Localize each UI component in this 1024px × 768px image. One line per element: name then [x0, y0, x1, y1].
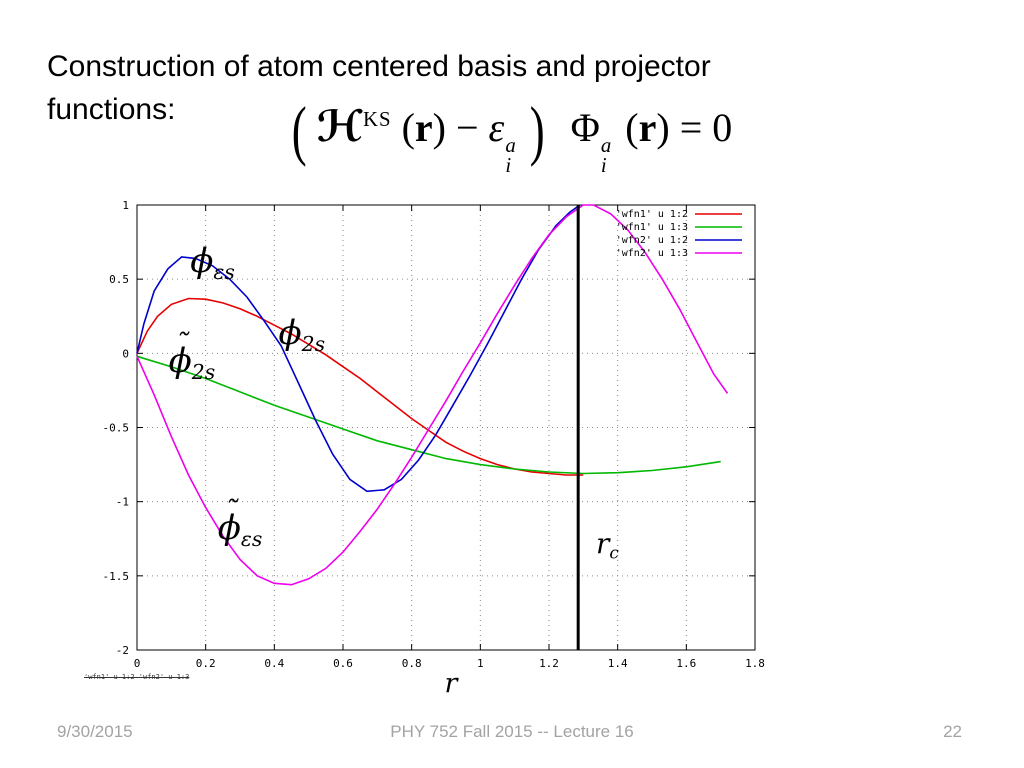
annotation-base: ϕ	[217, 508, 241, 549]
footer-page-number: 22	[943, 722, 962, 741]
ks-superscript: KS	[362, 108, 392, 132]
arg2-r: r	[638, 105, 657, 150]
legend-label-3: 'wfn2' u 1:3	[616, 248, 688, 259]
wavefunction-chart: 0 0.2 0.4 0.6 0.8 1 1.2 1.4 1.6 1.8 1 0.5 0 -0.5 -1 -1.…	[80, 195, 780, 700]
legend-label-1: 'wfn1' u 1:3	[616, 222, 688, 233]
arg1-r: r	[414, 105, 433, 150]
annotation-base: ϕ	[278, 312, 302, 353]
annotation-subscript: 2s	[301, 331, 326, 356]
annotation-base: ϕ	[168, 340, 192, 381]
x-tick-label: 0.2	[196, 657, 216, 670]
annotation-subscript: c	[609, 542, 619, 563]
tilde-accent: ˜	[174, 326, 189, 361]
y-tick-label: -2	[116, 644, 129, 657]
y-tick-label: -1	[116, 496, 129, 509]
y-tick-label: 0.5	[109, 273, 129, 286]
epsilon-superscript: a	[505, 134, 516, 158]
curve-3	[136, 204, 729, 586]
curve-1	[136, 355, 721, 475]
y-tick-label: 1	[122, 199, 129, 212]
annotation-subscript: εs	[213, 260, 235, 285]
phi-superscript: a	[600, 134, 612, 158]
x-tick-label: 1	[477, 657, 484, 670]
equation-left-paren: (	[291, 92, 307, 168]
page-title: Construction of atom centered basis and …	[47, 50, 711, 126]
annotation-base: r	[595, 527, 610, 561]
wavefunction-plot-svg: 0 0.2 0.4 0.6 0.8 1 1.2 1.4 1.6 1.8 1 0.5 0 -0.5 -1 -1.…	[103, 199, 765, 699]
x-tick-label: 1.2	[539, 657, 559, 670]
epsilon-symbol: ε	[488, 105, 505, 150]
x-tick-label: 1.8	[745, 657, 765, 670]
x-tick-label: 1.6	[676, 657, 696, 670]
x-axis-label: r	[445, 668, 460, 699]
hamiltonian-symbol: ℋ	[316, 102, 363, 152]
label-r-c: rc	[595, 527, 619, 563]
y-tick-label: -1.5	[103, 570, 130, 583]
x-tick-label: 0.8	[402, 657, 422, 670]
annotation-base: ϕ	[190, 241, 214, 282]
footer-date: 9/30/2015	[57, 722, 133, 741]
curve-2	[136, 204, 581, 493]
tilde-accent: ˜	[223, 494, 238, 529]
x-tick-label: 0.6	[333, 657, 353, 670]
stray-legend-fragment: 'wfn1' u 1:2 'wfn2' u 1:3	[84, 673, 190, 681]
x-tick-label: 0	[134, 657, 141, 670]
y-tick-label: -0.5	[103, 422, 130, 435]
label-phi-tilde-2s: ˜ ϕ2s	[168, 327, 216, 384]
epsilon-subscript: i	[505, 153, 512, 177]
y-tick-label: 0	[122, 347, 129, 360]
curve-0	[136, 297, 584, 476]
label-phi-eps-s: ϕεs	[190, 241, 235, 285]
legend-label-0: 'wfn1' u 1:2	[616, 209, 688, 220]
equation-right-paren: )	[529, 92, 545, 168]
label-phi-tilde-eps-s: ˜ ϕεs	[217, 494, 263, 552]
phi-capital-symbol: Φ	[570, 105, 600, 150]
arg1-open-paren: (	[401, 105, 415, 150]
arg1-close-paren: )	[432, 105, 446, 150]
arg2-close-paren: )	[656, 105, 670, 150]
annotation-subscript: εs	[240, 527, 263, 552]
x-tick-label: 0.4	[264, 657, 284, 670]
minus-sign: −	[455, 105, 479, 150]
legend-label-2: 'wfn2' u 1:2	[616, 235, 688, 246]
annotation-subscript: 2s	[191, 359, 216, 384]
footer-course: PHY 752 Fall 2015 -- Lecture 16	[390, 722, 634, 741]
equals-zero: = 0	[679, 105, 733, 150]
arg2-open-paren: (	[625, 105, 639, 150]
label-phi-2s: ϕ2s	[278, 312, 326, 356]
x-tick-label: 1.4	[608, 657, 628, 670]
phi-subscript: i	[600, 153, 607, 177]
